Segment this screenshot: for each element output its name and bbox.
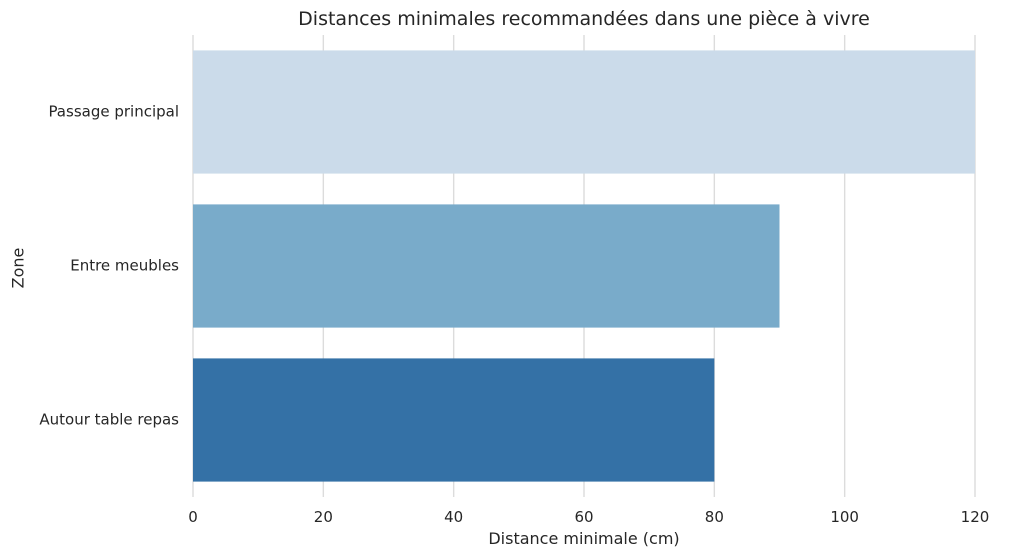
y-tick-label: Passage principal [48, 103, 179, 121]
y-tick-label: Entre meubles [70, 257, 179, 275]
x-tick-label: 80 [705, 508, 724, 526]
x-tick-label: 60 [574, 508, 593, 526]
bar [193, 204, 780, 328]
y-axis-label: Zone [8, 247, 28, 289]
x-tick-label: 0 [188, 508, 198, 526]
x-tick-label: 120 [961, 508, 990, 526]
x-tick-label: 40 [444, 508, 463, 526]
x-tick-label: 20 [314, 508, 333, 526]
y-tick-label: Autour table repas [39, 411, 179, 429]
x-axis-label: Distance minimale (cm) [488, 529, 680, 548]
x-tick-label: 100 [830, 508, 859, 526]
bar [193, 358, 715, 482]
bar [193, 50, 975, 174]
chart-title: Distances minimales recommandées dans un… [298, 8, 870, 30]
